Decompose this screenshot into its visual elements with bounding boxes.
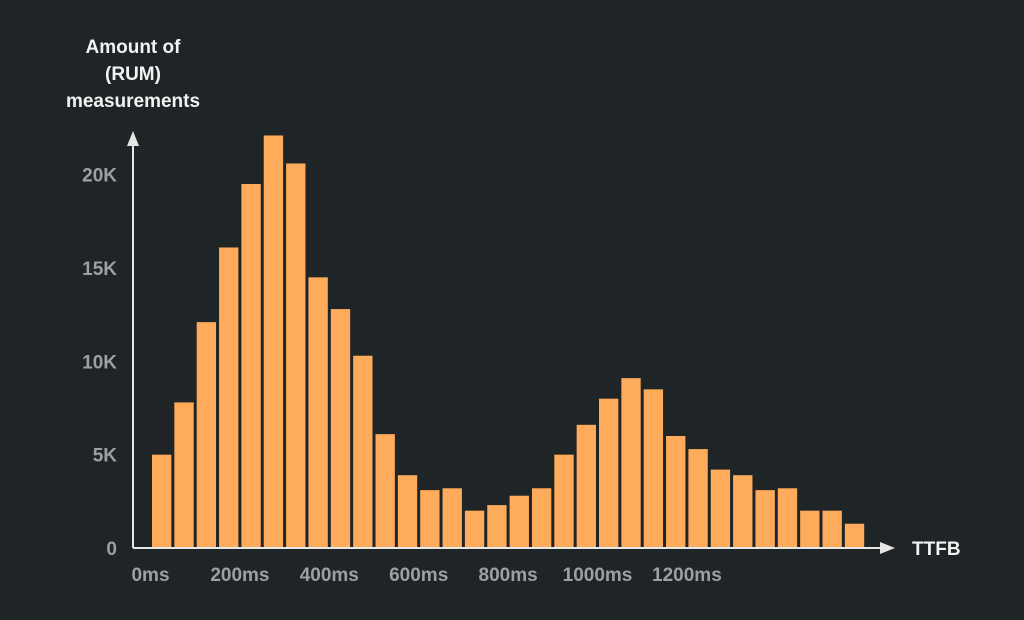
bar-1000ms bbox=[599, 398, 619, 548]
bar-50ms bbox=[174, 402, 194, 548]
x-axis-title: TTFB bbox=[912, 539, 961, 560]
x-tick-label: 800ms bbox=[479, 565, 538, 586]
bar-550ms bbox=[397, 475, 418, 548]
bar-900ms bbox=[554, 454, 574, 548]
bar-950ms bbox=[576, 424, 596, 548]
bar-1500ms bbox=[822, 510, 842, 548]
bar-0ms bbox=[152, 454, 172, 548]
bar-1150ms bbox=[666, 436, 686, 548]
axes bbox=[127, 131, 895, 554]
bar-100ms bbox=[196, 322, 217, 548]
bar-500ms bbox=[375, 434, 395, 548]
bar-750ms bbox=[487, 505, 507, 548]
bar-1200ms bbox=[688, 449, 708, 548]
y-tick-label: 0 bbox=[106, 539, 117, 560]
y-tick-label: 20K bbox=[82, 166, 117, 187]
bar-1350ms bbox=[755, 490, 775, 548]
y-axis-title-line-3: measurements bbox=[66, 91, 200, 112]
bar-450ms bbox=[353, 355, 373, 548]
x-tick-label: 200ms bbox=[210, 565, 269, 586]
bar-350ms bbox=[308, 277, 328, 548]
x-tick-label: 400ms bbox=[300, 565, 359, 586]
y-axis-title-line-1: Amount of bbox=[86, 37, 182, 58]
x-tick-label: 600ms bbox=[389, 565, 448, 586]
bar-1550ms bbox=[844, 523, 865, 548]
bar-600ms bbox=[420, 490, 440, 548]
y-axis-title: Amount of (RUM) measurements bbox=[66, 37, 200, 112]
y-axis-arrow-icon bbox=[127, 131, 139, 146]
bar-850ms bbox=[531, 488, 552, 548]
x-tick-label: 1000ms bbox=[563, 565, 633, 586]
y-tick-label: 5K bbox=[93, 446, 118, 467]
bar-800ms bbox=[509, 495, 529, 548]
x-axis-arrow-icon bbox=[880, 542, 895, 554]
y-tick-label: 10K bbox=[82, 352, 117, 373]
bar-200ms bbox=[241, 184, 261, 548]
bar-1400ms bbox=[777, 488, 798, 548]
y-tick-label: 15K bbox=[82, 259, 117, 280]
bar-400ms bbox=[330, 309, 351, 548]
x-tick-label: 1200ms bbox=[652, 565, 722, 586]
bar-300ms bbox=[286, 163, 306, 548]
y-axis-tick-labels: 0 5K 10K 15K 20K bbox=[82, 166, 117, 560]
bar-series bbox=[152, 135, 865, 548]
x-tick-label: 0ms bbox=[131, 565, 169, 586]
bar-150ms bbox=[219, 247, 239, 548]
bar-250ms bbox=[263, 135, 284, 548]
bar-650ms bbox=[442, 488, 462, 548]
bar-1050ms bbox=[621, 378, 641, 548]
bar-700ms bbox=[464, 510, 485, 548]
bar-1300ms bbox=[733, 475, 753, 548]
x-axis-tick-labels: 0ms 200ms 400ms 600ms 800ms 1000ms 1200ms bbox=[131, 565, 721, 586]
bar-1100ms bbox=[643, 389, 664, 548]
y-axis-title-line-2: (RUM) bbox=[105, 64, 161, 85]
bar-1450ms bbox=[800, 510, 820, 548]
bar-1250ms bbox=[710, 469, 731, 548]
